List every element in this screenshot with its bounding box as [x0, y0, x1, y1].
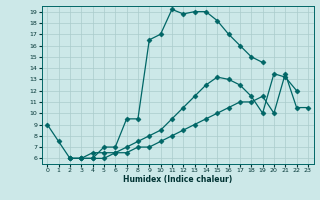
X-axis label: Humidex (Indice chaleur): Humidex (Indice chaleur): [123, 175, 232, 184]
